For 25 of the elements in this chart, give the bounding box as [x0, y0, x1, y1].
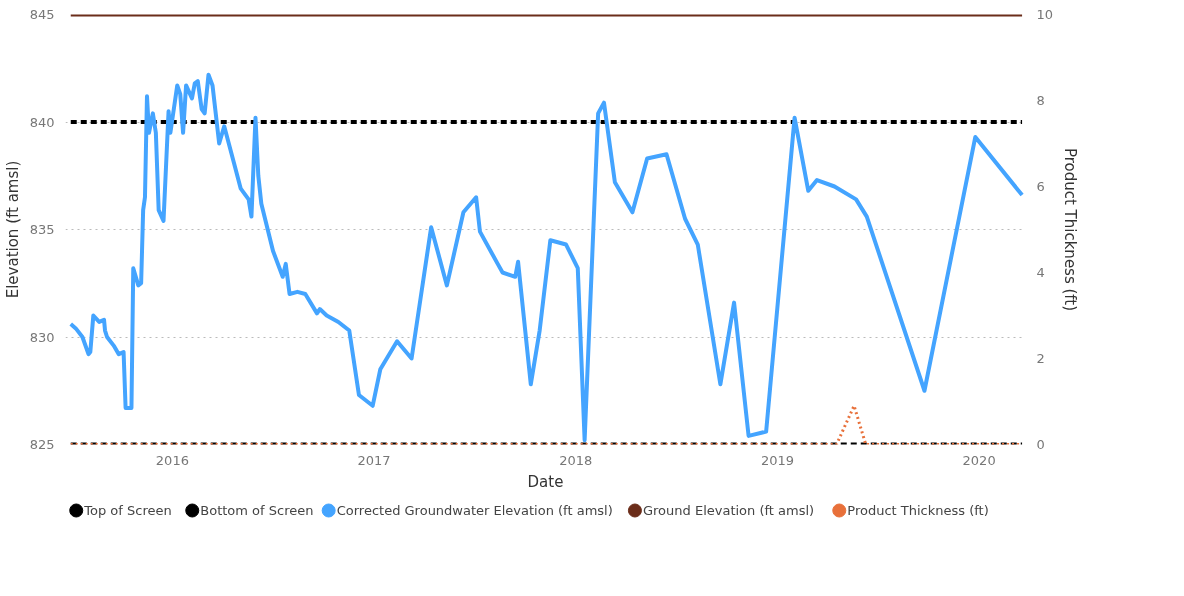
- y-tick-label: 825: [29, 437, 55, 452]
- x-axis-title: Date: [527, 472, 564, 491]
- legend-label: Top of Screen: [83, 503, 172, 518]
- x-tick-label: 2016: [155, 452, 189, 468]
- y-tick-label: 835: [29, 222, 55, 237]
- line-series: [68, 72, 1025, 443]
- y-axis-title: Elevation (ft amsl): [3, 160, 22, 299]
- y-tick-label: 830: [29, 329, 55, 345]
- y2-tick-label: 8: [1036, 93, 1045, 108]
- y2-tick-label: 10: [1036, 7, 1054, 22]
- x-tick-label: 2019: [760, 452, 794, 468]
- legend-label: Product Thickness (ft): [847, 503, 989, 518]
- y2-axis-title: Product Thickness (ft): [1061, 147, 1080, 312]
- y2-tick-label: 0: [1036, 437, 1045, 452]
- y-tick-label: 845: [29, 7, 55, 22]
- legend-label: Bottom of Screen: [200, 503, 314, 518]
- x-tick-label: 2018: [559, 452, 593, 468]
- x-tick-label: 2017: [357, 452, 391, 468]
- y-tick-label: 840: [29, 114, 55, 130]
- y2-tick-label: 6: [1036, 179, 1045, 194]
- y2-tick-label: 4: [1036, 265, 1045, 280]
- y2-tick-label: 2: [1036, 351, 1045, 366]
- legend-label: Corrected Groundwater Elevation (ft amsl): [336, 503, 613, 518]
- x-tick-label: 2020: [962, 452, 996, 468]
- legend-label: Ground Elevation (ft amsl): [642, 503, 815, 518]
